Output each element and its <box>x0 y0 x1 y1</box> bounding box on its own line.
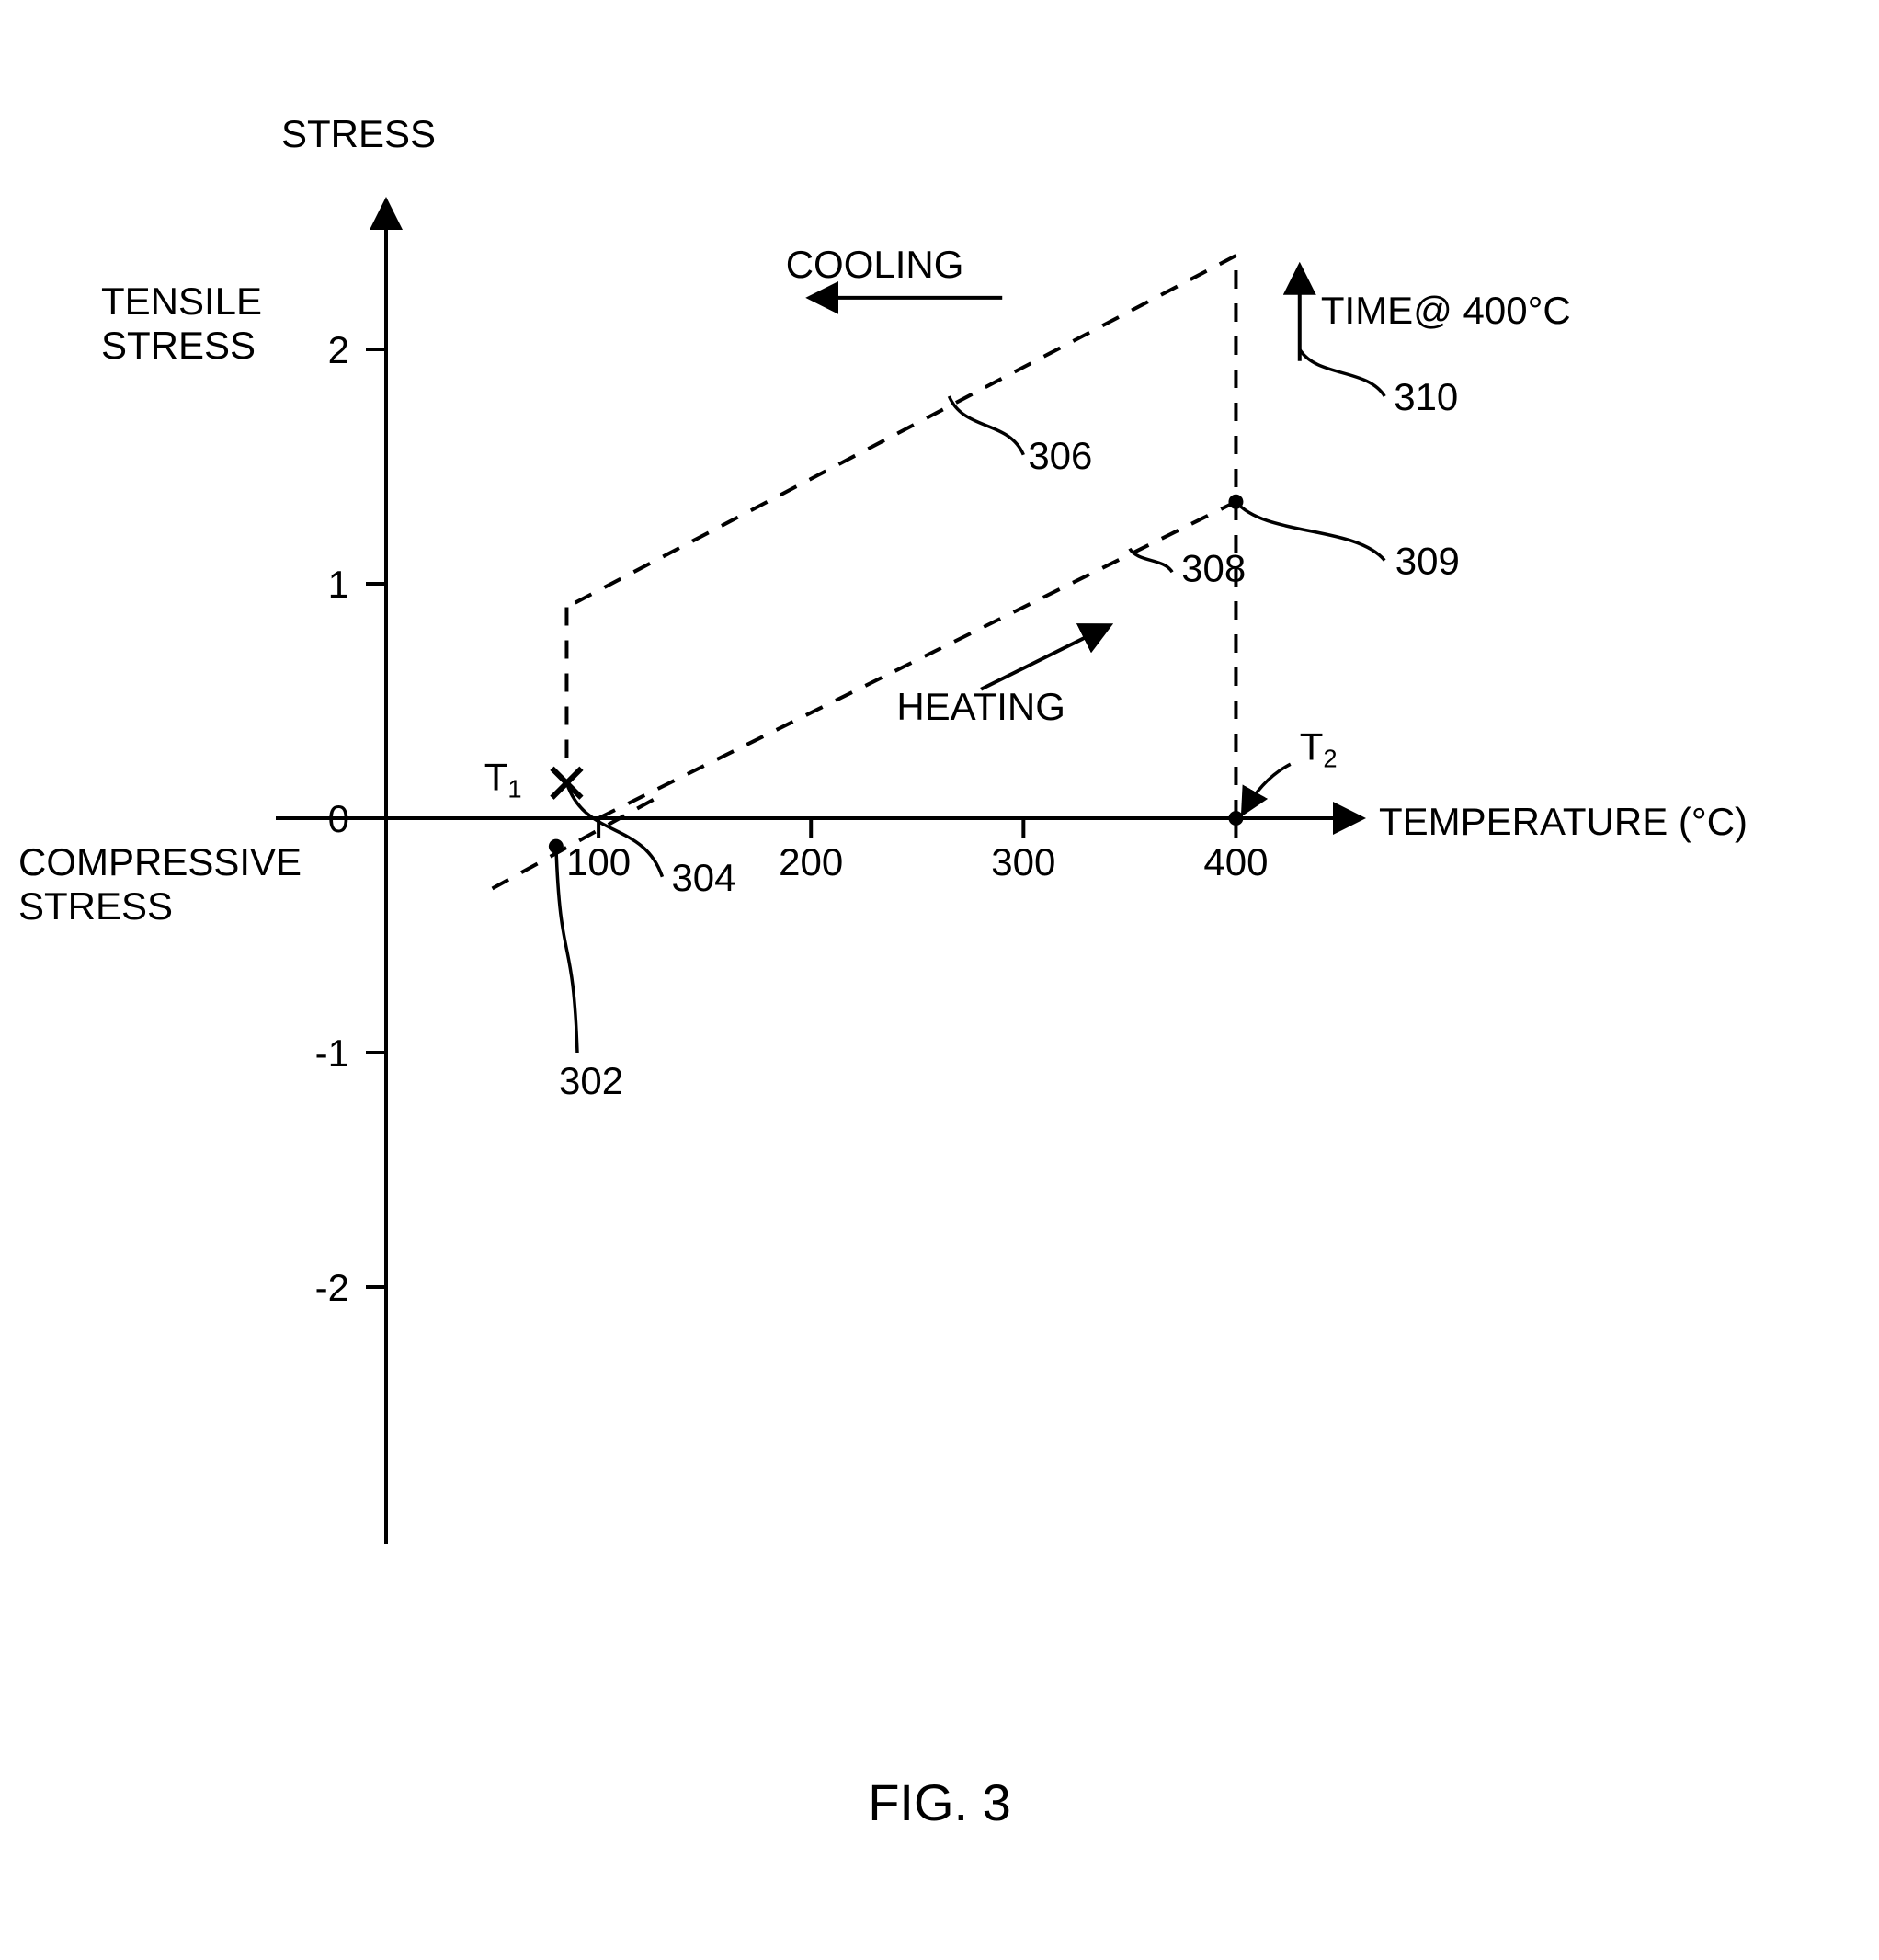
heating-line <box>598 502 1236 818</box>
leader-306 <box>949 396 1023 455</box>
compressive-label-2: STRESS <box>18 884 173 928</box>
x-tick-label: 200 <box>779 840 843 883</box>
leader-309 <box>1236 502 1384 561</box>
annot-310: 310 <box>1394 375 1458 418</box>
y-tick-label: 1 <box>328 563 349 606</box>
tensile-label-2: STRESS <box>101 324 256 367</box>
leader-310 <box>1300 349 1384 396</box>
x-tick-label: 400 <box>1203 840 1268 883</box>
heating-label: HEATING <box>896 685 1065 728</box>
x-tick-label: 300 <box>991 840 1055 883</box>
y-tick-label: 0 <box>328 797 349 840</box>
annot-304: 304 <box>671 856 735 899</box>
y-tick-label: 2 <box>328 328 349 371</box>
heating-arrow <box>981 626 1109 689</box>
y-tick-label: -2 <box>315 1266 349 1309</box>
annot-309: 309 <box>1395 540 1460 583</box>
time-label: TIME@ 400°C <box>1321 289 1571 332</box>
cooling-label: COOLING <box>786 243 964 286</box>
leader-t2 <box>1243 764 1290 813</box>
annot-306: 306 <box>1028 434 1092 477</box>
y-tick-label: -1 <box>315 1031 349 1075</box>
annot-308: 308 <box>1181 546 1246 589</box>
x-tick-label: 100 <box>566 840 631 883</box>
annot-t2: T2 <box>1300 724 1338 772</box>
annot-t1: T1 <box>484 755 522 803</box>
x-axis-label: TEMPERATURE (°C) <box>1379 800 1748 843</box>
stress-temperature-diagram: -2-1012100200300400STRESSTENSILESTRESSCO… <box>0 0 1879 1960</box>
compressive-label: COMPRESSIVE <box>18 840 302 883</box>
annot-302: 302 <box>559 1059 623 1102</box>
y-axis-title: STRESS <box>281 112 436 155</box>
figure-caption: FIG. 3 <box>868 1773 1011 1831</box>
tensile-label: TENSILE <box>101 279 262 323</box>
figure-page: { "figure": { "type": "line", "caption":… <box>0 0 1879 1960</box>
marker-t2 <box>1228 811 1243 826</box>
